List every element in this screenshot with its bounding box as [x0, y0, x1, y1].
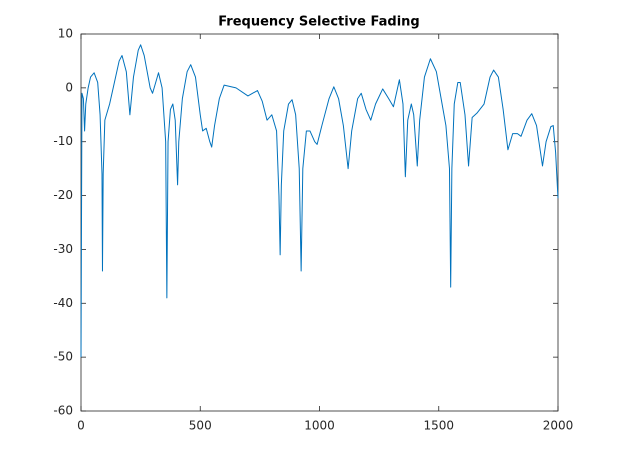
x-tick-label: 1500	[423, 419, 454, 433]
y-tick-label: -10	[53, 134, 73, 148]
chart-title: Frequency Selective Fading	[218, 15, 419, 30]
x-tick-label: 500	[189, 419, 212, 433]
y-tick-label: -60	[53, 404, 73, 418]
data-line	[80, 44, 559, 358]
y-tick-label: -40	[53, 296, 73, 310]
x-tick-label: 2000	[543, 419, 574, 433]
y-tick-label: -20	[53, 188, 73, 202]
y-tick-label: 10	[58, 27, 73, 41]
y-tick-label: -50	[53, 350, 73, 364]
x-tick-label: 1000	[304, 419, 335, 433]
x-tick-label: 0	[77, 419, 85, 433]
y-tick-label: 0	[65, 80, 73, 94]
y-tick-label: -30	[53, 242, 73, 256]
